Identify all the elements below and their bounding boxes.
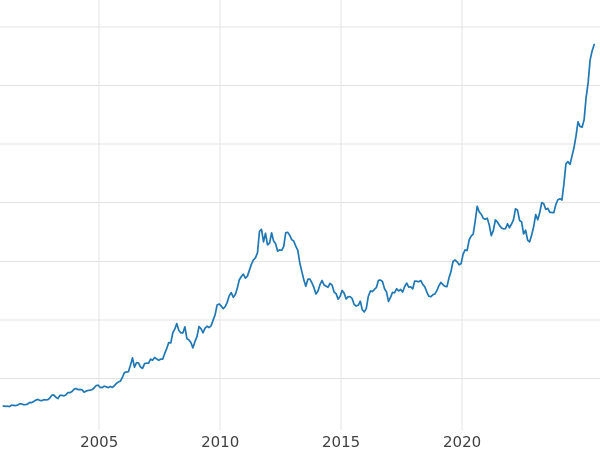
x-tick-label: 2010 [201,433,239,450]
x-tick-label: 2015 [322,433,360,450]
x-tick-label: 2020 [443,433,481,450]
price-line [2,43,596,408]
x-tick-label: 2005 [80,433,118,450]
